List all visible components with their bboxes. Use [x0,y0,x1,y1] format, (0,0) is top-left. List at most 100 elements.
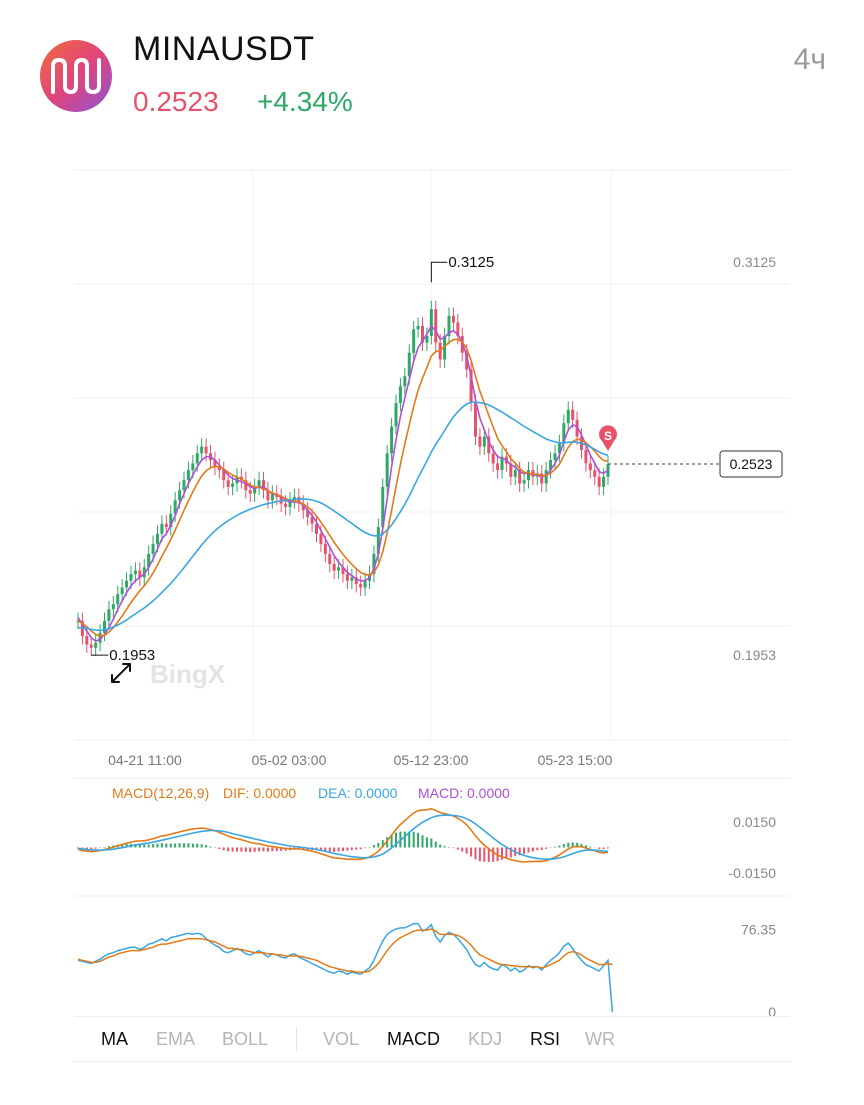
candle [363,580,367,588]
x-tick-label: 04-21 11:00 [108,752,182,768]
candle [337,567,341,571]
candle [602,476,606,487]
candle [257,480,261,487]
candle [566,409,570,424]
candle [133,570,137,575]
candle [186,470,190,481]
candle [151,543,155,554]
candle [262,480,265,491]
candle [248,490,252,494]
candle [381,486,385,528]
candle [345,574,349,581]
candle [359,584,363,588]
macd-dif-legend: DIF: 0.0000 [223,785,296,801]
candle [438,342,442,360]
tab-vol[interactable]: VOL [323,1029,360,1049]
ma-long-line [78,401,609,632]
candle [222,470,226,481]
candle [297,496,301,504]
tab-kdj[interactable]: KDJ [468,1029,503,1049]
tab-boll[interactable]: BOLL [222,1029,269,1049]
candle [478,436,482,447]
ma-short-line [77,324,609,643]
candle [531,470,535,477]
candle [195,453,199,464]
macd-dif-line [77,807,609,863]
candle [474,403,477,437]
candle [562,423,566,444]
rsi-slow-line [77,928,613,973]
tab-wr[interactable]: WR [585,1029,615,1049]
rsi-fast-line [77,922,614,1013]
candle [169,513,173,528]
y-tick-label: 0.3125 [733,254,776,270]
candle [549,460,553,471]
tab-divider [296,1027,297,1051]
price-change-percent: +4.34% [257,86,353,117]
macd-dea-line [77,814,609,860]
candle [164,523,168,528]
expand-icon[interactable] [111,663,131,683]
candle [156,533,159,544]
candle [160,523,164,534]
candle [491,453,495,464]
candle [518,470,522,484]
last-price-box-label: 0.2523 [730,456,773,472]
candle [191,463,195,471]
tab-ema[interactable]: EMA [156,1029,196,1049]
candle [253,486,257,494]
candle [323,543,327,554]
candle [116,594,120,605]
candle [527,470,530,481]
candle [416,325,420,330]
rsi-y-tick-label: 0 [768,1004,776,1020]
candle [425,335,429,343]
x-tick-label: 05-02 03:00 [252,752,327,768]
low-price-label: 0.1953 [109,647,155,664]
candle [341,567,345,575]
candle [385,453,389,487]
candle [107,609,111,621]
candle [376,527,380,554]
candle [407,352,411,377]
tab-macd[interactable]: MACD [387,1029,440,1049]
candle [390,426,394,454]
candle [509,463,513,477]
tab-ma[interactable]: MA [101,1029,128,1049]
candle [354,577,358,585]
candle [129,574,133,581]
candle [456,322,460,336]
candle [328,553,332,564]
tab-rsi[interactable]: RSI [530,1029,561,1049]
candle [588,463,592,471]
candle [147,553,151,568]
candle [213,460,217,467]
candle [372,553,376,575]
sell-marker-icon[interactable] [599,425,618,452]
macd-title: MACD(12,26,9) [112,785,209,801]
candle [284,503,288,507]
candle [178,490,182,501]
candle [434,309,438,343]
candle [429,309,433,336]
candle [496,463,500,471]
candle [571,409,575,420]
timeframe-label[interactable]: 4ч [793,43,826,76]
candle [522,480,526,484]
macd-y-tick-label: -0.0150 [729,865,777,881]
rsi-y-tick-label: 76.35 [741,922,776,938]
candle [403,376,407,387]
candle [540,473,544,484]
high-marker-line [430,261,448,283]
candle [138,570,142,578]
candle [557,443,561,454]
candle [306,510,310,518]
candle [500,456,504,471]
last-price-box [719,450,783,478]
candle [85,636,89,645]
sell-marker-label: S [604,429,612,443]
bingx-watermark: BingX [150,659,226,689]
candle [120,587,124,595]
candle [469,369,473,404]
